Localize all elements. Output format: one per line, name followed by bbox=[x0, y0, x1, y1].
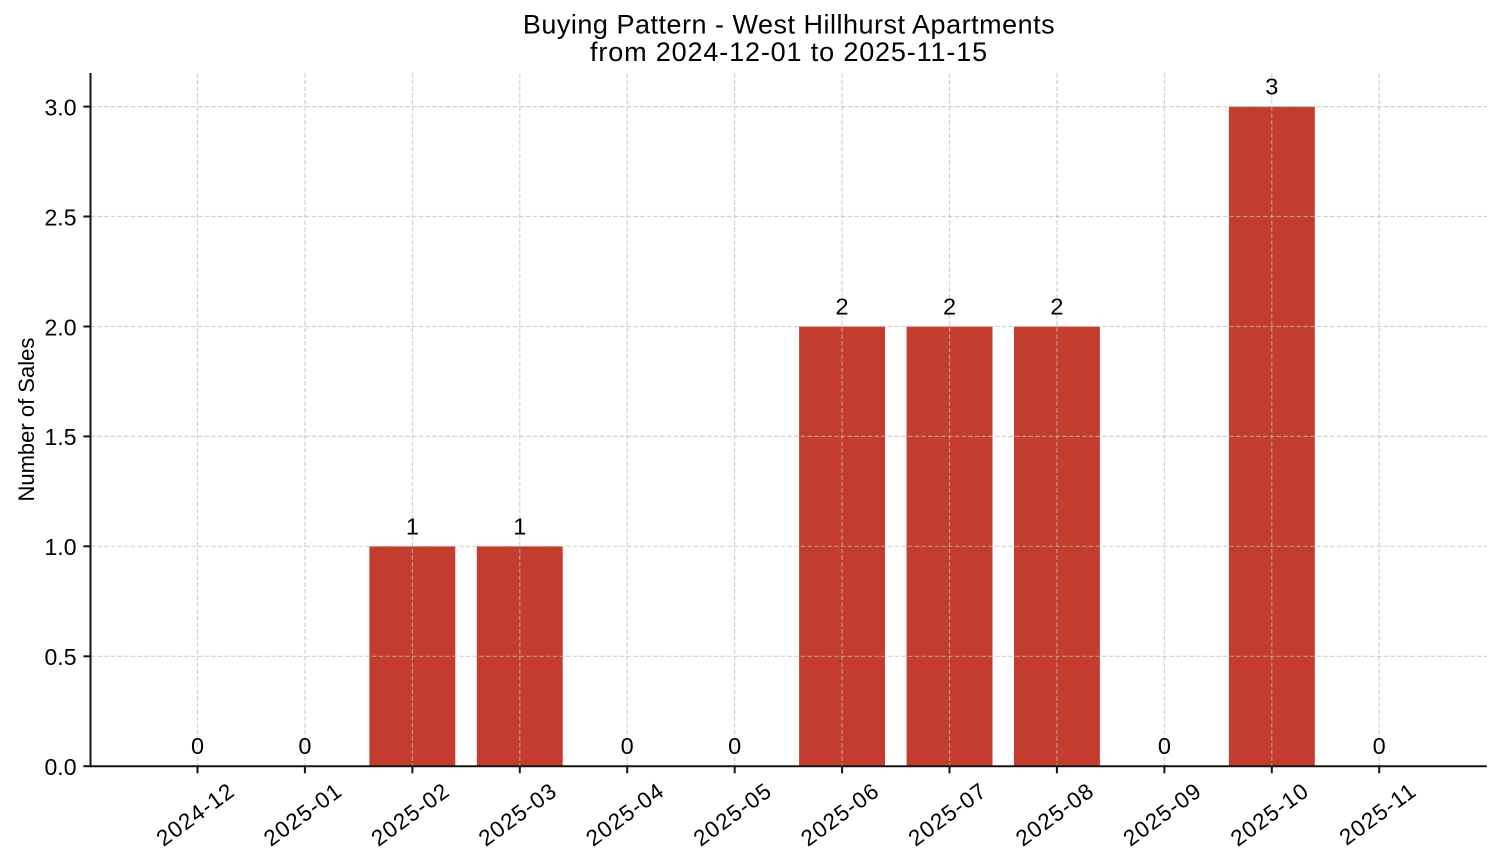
svg-text:from 2024-12-01 to 2025-11-15: from 2024-12-01 to 2025-11-15 bbox=[590, 37, 988, 67]
svg-text:Buying Pattern - West Hillhurs: Buying Pattern - West Hillhurst Apartmen… bbox=[523, 10, 1055, 40]
svg-text:2.5: 2.5 bbox=[45, 204, 77, 230]
svg-text:0: 0 bbox=[298, 733, 311, 759]
svg-text:3.0: 3.0 bbox=[45, 94, 77, 120]
svg-text:0: 0 bbox=[621, 733, 634, 759]
svg-text:1: 1 bbox=[406, 513, 419, 539]
svg-text:0.5: 0.5 bbox=[45, 644, 77, 670]
svg-text:2: 2 bbox=[1050, 294, 1063, 320]
svg-text:0: 0 bbox=[728, 733, 741, 759]
svg-text:0.0: 0.0 bbox=[45, 754, 77, 780]
svg-text:2: 2 bbox=[943, 294, 956, 320]
svg-text:1.0: 1.0 bbox=[45, 534, 77, 560]
svg-text:3: 3 bbox=[1265, 74, 1278, 100]
svg-text:2: 2 bbox=[836, 294, 849, 320]
svg-text:0: 0 bbox=[1373, 733, 1386, 759]
svg-text:Number of Sales: Number of Sales bbox=[14, 338, 39, 502]
svg-text:1.5: 1.5 bbox=[45, 424, 77, 450]
svg-text:1: 1 bbox=[513, 513, 526, 539]
svg-text:0: 0 bbox=[191, 733, 204, 759]
svg-text:0: 0 bbox=[1158, 733, 1171, 759]
svg-text:2.0: 2.0 bbox=[45, 314, 77, 340]
